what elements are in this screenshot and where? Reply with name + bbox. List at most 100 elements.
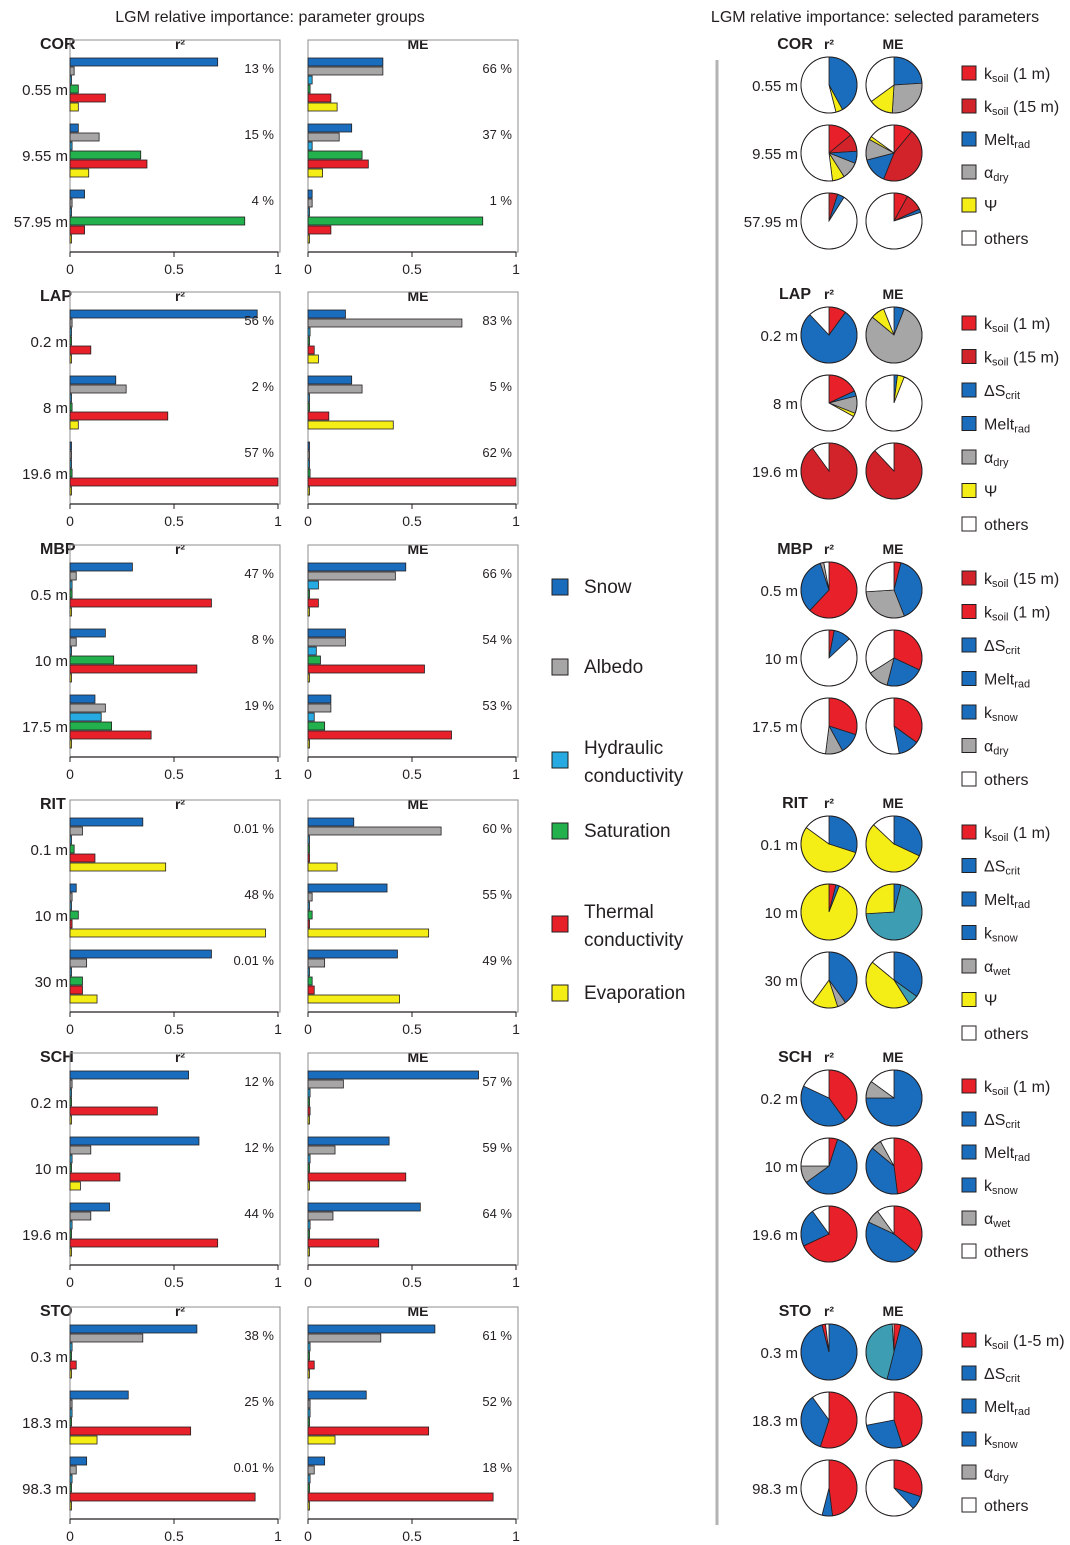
pie-legend-swatch: [961, 1464, 977, 1480]
pie-depth-label: 19.6 m: [752, 464, 798, 481]
bar-saturation: [307, 336, 310, 346]
x-tick-label: 0.5: [164, 261, 184, 277]
bar-evaporation: [307, 928, 430, 938]
x-tick-label: 1: [512, 1528, 520, 1544]
pie-header-r2: r²: [824, 36, 834, 52]
bar-hydraulic: [69, 327, 72, 337]
bar-albedo: [307, 1333, 382, 1343]
pie-site-label-sch: SCH: [778, 1049, 812, 1066]
pie-site-label-lap: LAP: [779, 286, 811, 303]
pie-legend-label: ksoil (1 m): [984, 1079, 1050, 1098]
bar-evaporation: [69, 607, 72, 617]
bar-albedo: [307, 66, 384, 76]
bar-group-pct: 83 %: [482, 313, 512, 328]
bar-thermal: [307, 730, 452, 740]
bar-hydraulic: [307, 1088, 311, 1098]
bar-albedo: [307, 198, 313, 208]
pie-legend-label: ksnow: [984, 705, 1018, 724]
pie-legend-label: αdry: [984, 739, 1009, 758]
legend-label: Evaporation: [584, 983, 685, 1004]
pie-r2: [800, 1069, 858, 1127]
x-tick-label: 0.5: [402, 1528, 422, 1544]
bar-evaporation: [307, 354, 319, 364]
bar-thermal: [307, 985, 315, 995]
bar-evaporation: [69, 234, 72, 244]
depth-label: 19.6 m: [22, 466, 68, 483]
pie-legend-label: ΔScrit: [984, 638, 1020, 657]
x-tick-label: 0.5: [164, 766, 184, 782]
bar-group-pct: 0.01 %: [234, 821, 275, 836]
pie-legend-label: Meltrad: [984, 132, 1030, 151]
pie-legend-swatch: [961, 349, 977, 364]
bar-albedo: [307, 318, 463, 328]
legend-label: Thermal: [584, 902, 654, 923]
legend-swatch: [551, 915, 569, 933]
bar-evaporation: [69, 739, 72, 749]
pie-legend-label: αdry: [984, 450, 1009, 469]
bar-panel-r2: r² 0 0.5 1 12 % 12 % 44 %: [66, 1049, 282, 1290]
bar-thermal: [69, 1172, 121, 1182]
pie-legend-swatch: [961, 671, 977, 686]
bar-thermal: [69, 93, 106, 103]
bar-evaporation: [307, 1435, 336, 1445]
bar-group-pct: 1 %: [490, 193, 513, 208]
depth-label: 0.5 m: [30, 587, 68, 604]
pie-legend-item: ΔScrit: [961, 1111, 1020, 1131]
bar-saturation: [69, 589, 73, 599]
pie-outline: [865, 1137, 923, 1195]
pie-me: [865, 1323, 923, 1381]
bar-group-pct: 0.01 %: [234, 953, 275, 968]
pie-depth-label: 10 m: [765, 905, 798, 922]
bar-hydraulic: [69, 712, 102, 722]
bar-evaporation: [69, 994, 98, 1004]
pie-legend-label: ksoil (15 m): [984, 571, 1059, 590]
bar-group-pct: 66 %: [482, 61, 512, 76]
pie-legend-item: Meltrad: [961, 1398, 1030, 1418]
pie-legend-item: others: [961, 1243, 1028, 1261]
bar-snow: [69, 57, 219, 67]
pie-legend-item: ksnow: [961, 704, 1018, 724]
pie-legend-item: others: [961, 1497, 1028, 1515]
bar-thermal: [69, 598, 212, 608]
bar-hydraulic: [69, 1088, 72, 1098]
bar-albedo: [307, 703, 332, 713]
pie-legend-label: ksoil (1 m): [984, 605, 1050, 624]
pie-legend-label: ΔScrit: [984, 859, 1020, 878]
bar-group-pct: 59 %: [482, 1140, 512, 1155]
pie-me: [865, 1137, 923, 1195]
pie-r2: [800, 124, 858, 182]
bar-group-pct: 57 %: [244, 445, 274, 460]
pie-depth-label: 0.55 m: [752, 78, 798, 95]
bar-saturation: [69, 976, 83, 986]
pie-legend-item: others: [961, 516, 1028, 534]
legend-item-albedo: Albedo: [551, 657, 643, 678]
bar-group-pct: 66 %: [482, 566, 512, 581]
pie-legend-label: ΔScrit: [984, 383, 1020, 402]
pie-slice-others: [865, 561, 895, 593]
legend-label: Albedo: [584, 657, 643, 678]
pie-legend-swatch: [961, 1025, 977, 1041]
pie-me: [865, 883, 923, 941]
pie-site-label-mbp: MBP: [777, 541, 813, 558]
x-tick-label: 0.5: [164, 1021, 184, 1037]
bar-thermal: [69, 664, 198, 674]
bar-thermal: [307, 664, 425, 674]
pie-r2: [800, 697, 858, 755]
pie-header-me: ME: [883, 36, 904, 52]
pie-legend-swatch: [961, 449, 977, 465]
panel-header-r2: r²: [175, 796, 185, 812]
bar-thermal: [307, 477, 517, 487]
x-tick-label: 0.5: [164, 1274, 184, 1290]
x-tick-label: 0: [66, 766, 74, 782]
bar-panel-me: ME 0 0.5 1 60 % 55 % 49 %: [304, 796, 520, 1037]
depth-label: 19.6 m: [22, 1227, 68, 1244]
bar-albedo: [69, 1399, 73, 1409]
pie-charts: COR r² ME 0.55 m 9.55 m 57.95 m ksoil (1 m) kso…: [744, 36, 1065, 1517]
pie-legend-item: others: [961, 771, 1028, 789]
pie-r2: [800, 1205, 858, 1263]
bar-group-pct: 57 %: [482, 1074, 512, 1089]
x-tick-label: 0.5: [402, 766, 422, 782]
pie-me: [865, 561, 923, 619]
pie-depth-label: 98.3 m: [752, 1481, 798, 1498]
